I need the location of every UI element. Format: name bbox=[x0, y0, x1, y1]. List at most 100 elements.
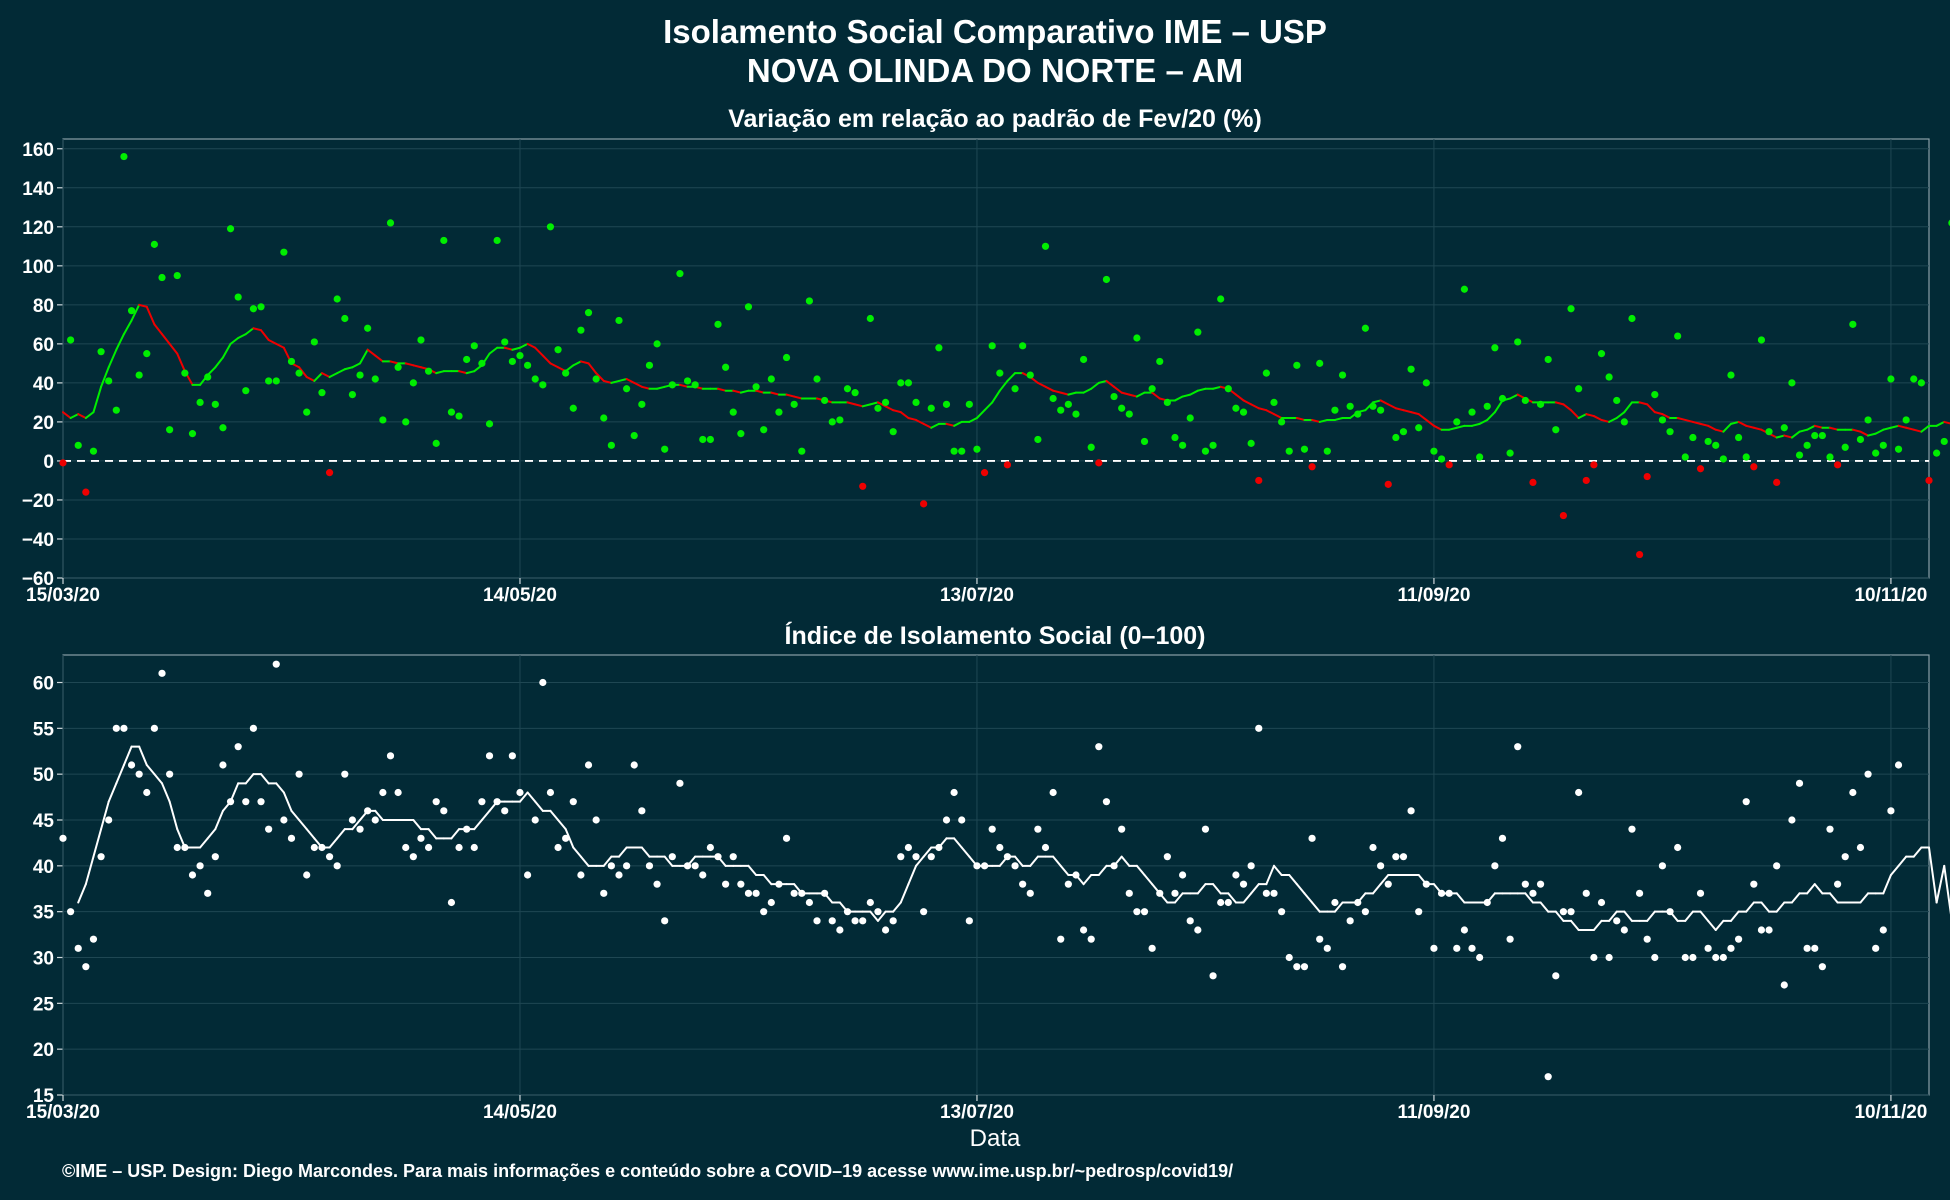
moving-average-segment bbox=[1250, 403, 1260, 410]
data-point bbox=[501, 338, 509, 346]
moving-average-segment bbox=[717, 387, 727, 392]
moving-average-segment bbox=[244, 773, 255, 785]
moving-average-segment bbox=[1874, 428, 1885, 435]
data-point bbox=[1597, 898, 1606, 907]
y-tick-label: 30 bbox=[33, 949, 54, 970]
moving-average-segment bbox=[656, 385, 666, 390]
moving-average-segment bbox=[518, 791, 529, 803]
moving-average-segment bbox=[1257, 407, 1268, 412]
moving-average-segment bbox=[1920, 424, 1930, 433]
data-point bbox=[927, 404, 935, 412]
moving-average-segment bbox=[1554, 910, 1565, 922]
data-point bbox=[1239, 408, 1248, 416]
data-point bbox=[158, 273, 166, 282]
moving-average-segment bbox=[892, 901, 902, 913]
data-point bbox=[706, 435, 714, 444]
y-tick-label: 100 bbox=[22, 257, 54, 278]
data-point bbox=[348, 390, 357, 399]
data-point bbox=[1338, 371, 1347, 379]
y-tick-label: 55 bbox=[33, 719, 55, 740]
moving-average-segment bbox=[1638, 401, 1649, 406]
moving-average-segment bbox=[1311, 901, 1321, 913]
data-point bbox=[1536, 400, 1545, 408]
data-point bbox=[714, 320, 722, 328]
moving-average-segment bbox=[1752, 426, 1763, 431]
moving-average-segment bbox=[1562, 403, 1573, 412]
data-point bbox=[661, 917, 669, 925]
moving-average-segment bbox=[1737, 420, 1748, 427]
data-point bbox=[1780, 424, 1788, 432]
moving-average-segment bbox=[1897, 424, 1908, 429]
data-point bbox=[463, 825, 471, 833]
data-point bbox=[798, 447, 806, 455]
data-point bbox=[1826, 453, 1834, 461]
data-point bbox=[653, 340, 661, 348]
data-point bbox=[1422, 379, 1430, 387]
data-point bbox=[1300, 445, 1309, 453]
data-point bbox=[699, 435, 707, 444]
data-point bbox=[325, 853, 334, 861]
moving-average-segment bbox=[899, 883, 910, 904]
data-point bbox=[409, 379, 417, 387]
moving-average-segment bbox=[1577, 413, 1588, 420]
moving-average-segment bbox=[145, 305, 156, 326]
data-point bbox=[120, 724, 128, 732]
panel-isolation-index: 15 20 25 30 35 40 45 50 55 60 15/03/20 14/05/20 13/0… bbox=[26, 654, 1950, 1123]
data-point bbox=[1491, 862, 1499, 870]
data-point bbox=[1255, 476, 1263, 485]
data-point bbox=[1300, 963, 1309, 971]
moving-average-segment bbox=[480, 809, 491, 821]
data-point bbox=[1894, 445, 1903, 453]
data-point bbox=[1148, 944, 1156, 952]
data-point bbox=[265, 825, 273, 833]
moving-average-segment bbox=[1623, 910, 1633, 922]
data-point bbox=[1057, 935, 1065, 943]
y-tick-label: 160 bbox=[22, 140, 54, 161]
data-point bbox=[501, 807, 509, 815]
data-point bbox=[973, 862, 981, 870]
data-point bbox=[1620, 926, 1628, 934]
data-point bbox=[676, 270, 684, 278]
data-point bbox=[1476, 453, 1484, 461]
data-point bbox=[851, 389, 859, 397]
data-point bbox=[105, 377, 113, 385]
data-point bbox=[127, 307, 136, 315]
moving-average-segment bbox=[1295, 883, 1306, 895]
data-point bbox=[1087, 935, 1095, 943]
data-point bbox=[211, 400, 219, 408]
data-point bbox=[1445, 889, 1453, 897]
moving-average-segment bbox=[412, 364, 422, 369]
data-point bbox=[577, 871, 585, 879]
data-point bbox=[1308, 834, 1316, 842]
data-point bbox=[630, 761, 638, 769]
data-point bbox=[1095, 459, 1103, 467]
data-point bbox=[295, 369, 303, 377]
moving-average-segment bbox=[1379, 874, 1390, 886]
data-point bbox=[874, 908, 882, 916]
moving-average-segment bbox=[1455, 424, 1466, 429]
data-point bbox=[303, 871, 311, 879]
data-point bbox=[1338, 963, 1347, 971]
moving-average-segment bbox=[1379, 399, 1390, 406]
data-point bbox=[1057, 406, 1065, 414]
data-point bbox=[219, 761, 227, 769]
moving-average-segment bbox=[1912, 846, 1923, 858]
data-point bbox=[1536, 880, 1545, 888]
data-point bbox=[1811, 431, 1819, 440]
moving-average-segment bbox=[1867, 432, 1877, 437]
data-point bbox=[1171, 889, 1179, 897]
moving-average-segment bbox=[1897, 855, 1908, 867]
moving-average-segment bbox=[1570, 919, 1580, 931]
moving-average-segment bbox=[617, 846, 628, 858]
moving-average-segment bbox=[404, 362, 415, 367]
data-point bbox=[1399, 428, 1408, 436]
data-point bbox=[821, 889, 829, 897]
data-point bbox=[1696, 465, 1705, 473]
data-point bbox=[150, 240, 158, 248]
moving-average-segment bbox=[473, 819, 483, 831]
moving-average-segment bbox=[1806, 883, 1816, 895]
data-point bbox=[1201, 447, 1210, 455]
data-point bbox=[859, 482, 867, 490]
moving-average-segment bbox=[199, 837, 209, 849]
moving-average-segment bbox=[1691, 420, 1702, 425]
